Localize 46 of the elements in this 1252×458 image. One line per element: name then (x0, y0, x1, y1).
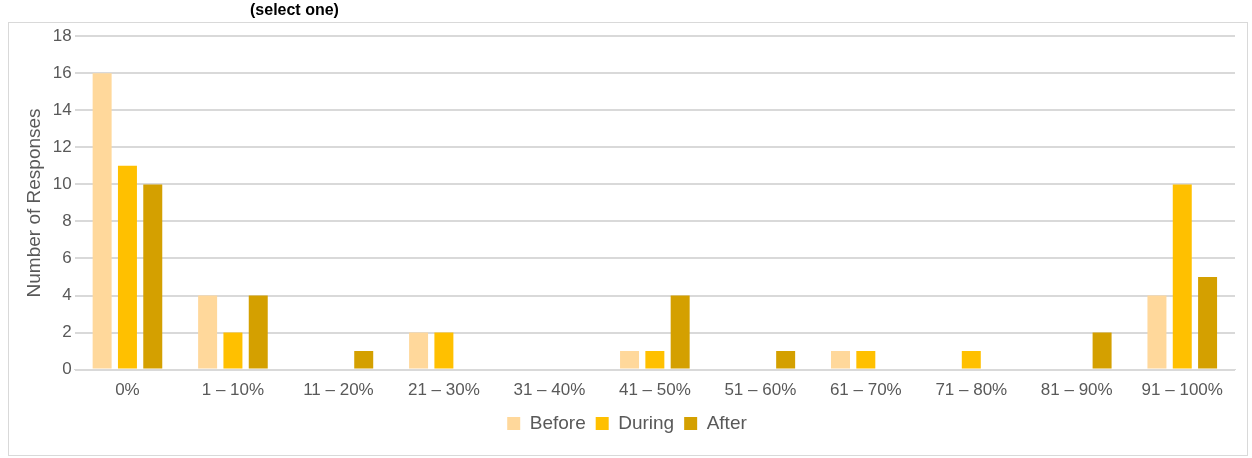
chart-title: (select one) (250, 1, 339, 19)
y-tick-label: 18 (52, 25, 72, 45)
bar (856, 351, 876, 369)
x-tick-label: 11 – 20% (303, 380, 374, 400)
bar (117, 165, 137, 369)
bar (434, 332, 454, 369)
bar (409, 332, 429, 369)
x-tick-label: 41 – 50% (618, 380, 691, 400)
legend-label: After (706, 411, 748, 433)
x-tick-label: 71 – 80% (935, 380, 1008, 400)
bar (776, 351, 796, 369)
x-tick-label: 91 – 100% (1141, 380, 1223, 400)
bar (198, 295, 218, 369)
y-tick-label: 12 (52, 137, 72, 157)
bar (1172, 184, 1192, 369)
bar (645, 351, 665, 369)
y-axis-title: Number of Responses (22, 108, 44, 298)
bar (248, 295, 268, 369)
y-tick-label: 14 (52, 99, 72, 119)
x-tick-label: 61 – 70% (829, 380, 902, 400)
bar (1147, 295, 1167, 369)
bar (92, 73, 112, 369)
bar (1092, 332, 1112, 369)
bar (1198, 276, 1218, 369)
x-tick-label: 81 – 90% (1040, 380, 1113, 400)
x-tick-label: 1 – 10% (201, 380, 265, 400)
y-tick-label: 8 (62, 211, 72, 231)
bar (620, 351, 640, 369)
x-tick-label: 0% (115, 380, 140, 400)
bar (223, 332, 243, 369)
y-tick-label: 4 (62, 285, 72, 305)
legend-label: During (618, 411, 675, 433)
y-tick-label: 10 (52, 174, 72, 194)
bar (670, 295, 690, 369)
x-tick-label: 21 – 30% (407, 380, 480, 400)
y-tick-label: 0 (62, 359, 72, 379)
bar (354, 351, 374, 369)
y-tick-label: 6 (62, 248, 72, 268)
bar (831, 351, 850, 369)
x-tick-label: 31 – 40% (513, 380, 586, 400)
y-tick-label: 2 (62, 322, 72, 342)
x-tick-label: 51 – 60% (724, 380, 797, 400)
bar (961, 351, 981, 369)
bar (143, 184, 163, 369)
y-tick-label: 16 (52, 62, 72, 82)
legend-label: Before (529, 411, 586, 433)
